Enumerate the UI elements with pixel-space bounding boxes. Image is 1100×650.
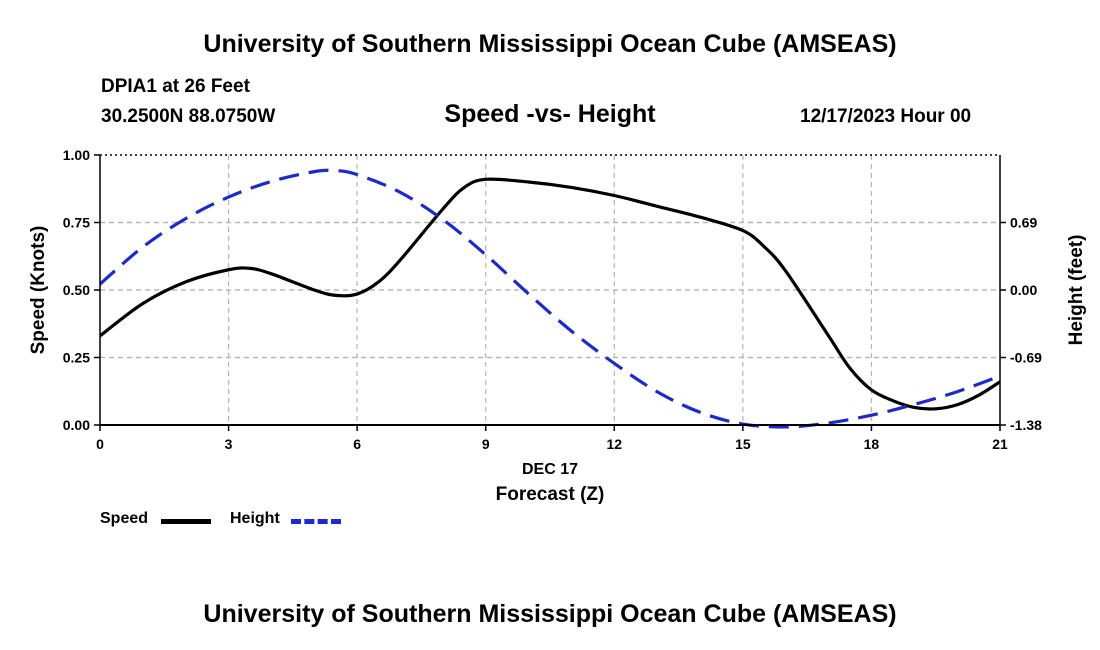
height-series-line bbox=[98, 168, 1001, 429]
speed-series-line bbox=[99, 177, 1001, 411]
legend-speed-swatch bbox=[161, 519, 211, 524]
x-tick-label: 9 bbox=[482, 436, 490, 452]
chart-subtitle: Speed -vs- Height bbox=[444, 100, 656, 128]
speed-height-chart: 0 3 6 9 12 15 18 21 0.00 0.25 0.50 0.75 1.00 -1.38 -0.… bbox=[28, 147, 1087, 505]
y-right-tick-label: -1.38 bbox=[1010, 417, 1042, 433]
x-tick-label: 3 bbox=[225, 436, 233, 452]
y-right-tick-label: 0.69 bbox=[1010, 215, 1037, 231]
x-tick-label: 18 bbox=[864, 436, 880, 452]
chart-title-bottom: University of Southern Mississippi Ocean… bbox=[203, 600, 897, 628]
y-axis-right-title: Height (feet) bbox=[1066, 235, 1087, 346]
y-axis-left-title: Speed (Knots) bbox=[28, 226, 49, 355]
legend-height-label: Height bbox=[230, 510, 280, 527]
y-left-tick-label: 0.50 bbox=[63, 282, 90, 298]
y-left-tick-label: 0.75 bbox=[63, 215, 90, 231]
x-date-label: DEC 17 bbox=[522, 461, 578, 478]
x-tick-label: 15 bbox=[735, 436, 751, 452]
x-tick-label: 21 bbox=[992, 436, 1008, 452]
station-label: DPIA1 at 26 Feet bbox=[101, 76, 250, 97]
plot-frame bbox=[94, 154, 1006, 431]
y-left-tick-label: 0.25 bbox=[63, 350, 90, 366]
legend-height-swatch bbox=[291, 519, 341, 524]
x-tick-label: 6 bbox=[353, 436, 361, 452]
y-right-tick-label: -0.69 bbox=[1010, 350, 1042, 366]
forecast-datetime: 12/17/2023 Hour 00 bbox=[800, 106, 972, 127]
y-right-tick-label: 0.00 bbox=[1010, 282, 1037, 298]
tick-labels: 0 3 6 9 12 15 18 21 0.00 0.25 0.50 0.75 1.00 -1.38 -0.… bbox=[63, 147, 1042, 452]
y-left-tick-label: 1.00 bbox=[63, 147, 90, 163]
legend-speed-label: Speed bbox=[100, 510, 149, 527]
chart-title-top: University of Southern Mississippi Ocean… bbox=[203, 30, 897, 58]
grid-lines bbox=[100, 155, 1000, 425]
x-tick-label: 12 bbox=[606, 436, 622, 452]
x-axis-title: Forecast (Z) bbox=[496, 484, 605, 505]
y-left-tick-label: 0.00 bbox=[63, 417, 90, 433]
coordinates-label: 30.2500N 88.0750W bbox=[101, 106, 276, 127]
series-group bbox=[98, 168, 1001, 429]
x-tick-label: 0 bbox=[96, 436, 104, 452]
